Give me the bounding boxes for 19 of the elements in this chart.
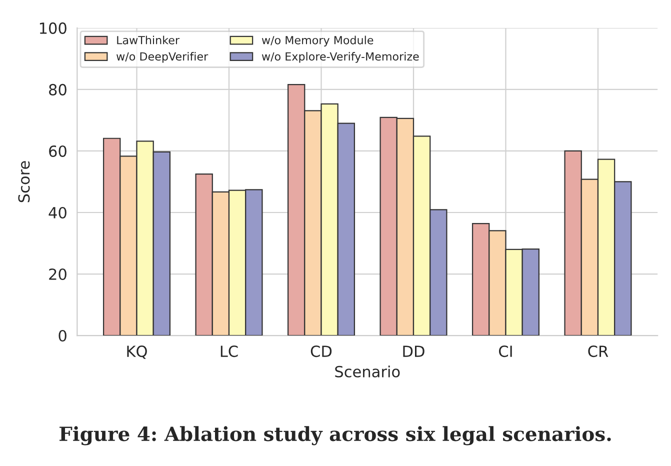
legend-label: w/o DeepVerifier [116,52,208,63]
caption: Figure 4: Ablation study across six legal scenarios. [60,426,611,446]
legend-label: LawThinker [117,36,180,44]
y-tick-label: 20 [49,268,66,280]
x-tick-label: DD [403,346,424,357]
y-tick-label: 100 [40,22,66,34]
x-tick-label: KQ [127,346,147,359]
y-tick-label: 0 [58,330,66,342]
y-axis-title: Score [18,161,30,202]
legend-label: w/o Memory Module [262,36,374,46]
x-tick-label: CI [499,346,512,358]
x-tick-label: CR [588,346,608,358]
y-tick-label: 80 [49,84,66,96]
x-axis-title: Scenario [335,366,400,378]
legend-label: w/o Explore-Verify-Memorize [262,52,419,63]
y-tick-label: 60 [49,145,66,158]
y-tick-label: 40 [48,206,66,219]
x-tick-label: LC [220,346,238,358]
x-tick-label: CD [310,346,332,358]
